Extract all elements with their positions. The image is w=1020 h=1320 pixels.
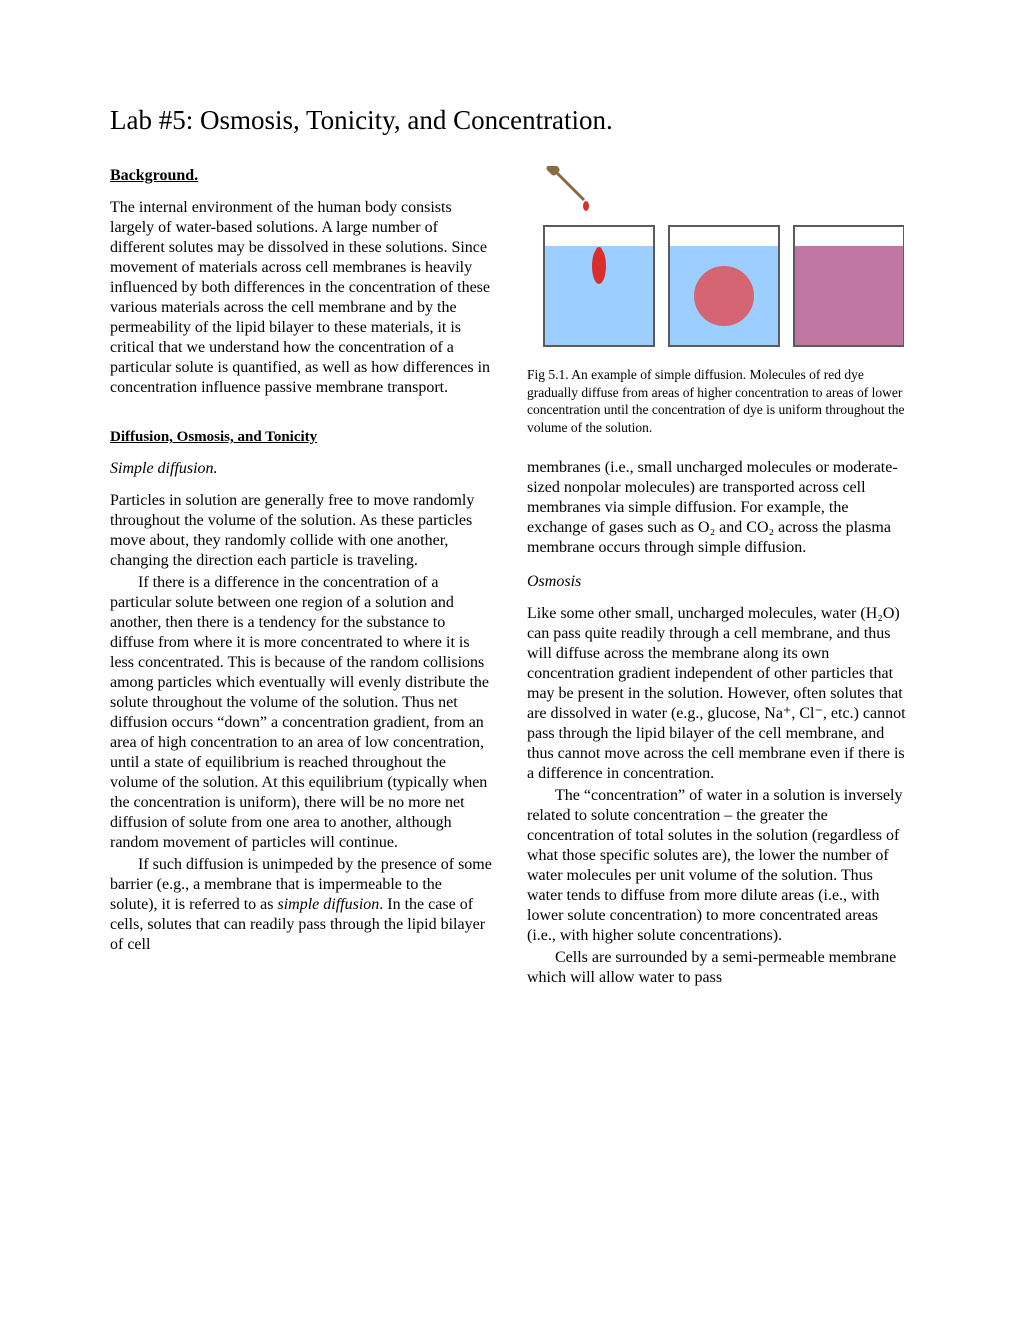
sd-p3-em: simple diffusion [278, 896, 380, 913]
content-columns: Background. The internal environment of … [110, 166, 910, 990]
simple-diffusion-p3: If such diffusion is unimpeded by the pr… [110, 855, 493, 955]
spacer [527, 560, 910, 572]
figure-caption: Fig 5.1. An example of simple diffusion.… [527, 366, 910, 436]
osmosis-p2: The “concentration” of water in a soluti… [527, 786, 910, 946]
simple-diffusion-p1: Particles in solution are generally free… [110, 491, 493, 571]
osmosis-p1: Like some other small, uncharged molecul… [527, 604, 910, 784]
subheading-simple-diffusion: Simple diffusion. [110, 459, 493, 479]
intro-paragraph: The internal environment of the human bo… [110, 198, 493, 398]
membranes-continuation-p: membranes (i.e., small uncharged molecul… [527, 458, 910, 558]
background-heading: Background. [110, 166, 493, 186]
right-column: Fig 5.1. An example of simple diffusion.… [527, 166, 910, 990]
simple-diffusion-p2: If there is a difference in the concentr… [110, 573, 493, 853]
page-title: Lab #5: Osmosis, Tonicity, and Concentra… [110, 105, 910, 136]
left-column: Background. The internal environment of … [110, 166, 493, 990]
document-page: Lab #5: Osmosis, Tonicity, and Concentra… [0, 0, 1020, 1320]
osmosis-p3: Cells are surrounded by a semi-permeable… [527, 948, 910, 988]
beaker-3 [794, 226, 904, 346]
spacer [110, 400, 493, 428]
beaker-2 [669, 226, 779, 346]
beaker-1 [544, 226, 654, 346]
dropper-icon [545, 166, 589, 211]
subheading-osmosis: Osmosis [527, 572, 910, 592]
figure-5-1: Fig 5.1. An example of simple diffusion.… [527, 166, 910, 436]
section-heading-diffusion: Diffusion, Osmosis, and Tonicity [110, 428, 493, 447]
simple-diffusion-label: Simple diffusion. [110, 460, 218, 477]
diffusion-diagram-svg [534, 166, 904, 356]
